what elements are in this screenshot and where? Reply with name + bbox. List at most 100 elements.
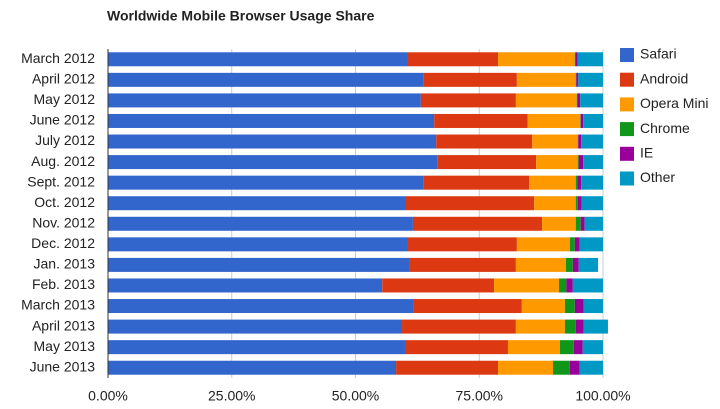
bar-segment (108, 196, 406, 211)
legend-swatch (620, 48, 634, 62)
x-tick-label: 0.00% (88, 388, 128, 404)
bar-segment (572, 257, 579, 272)
bar-segment (566, 278, 573, 293)
bar-segment (580, 113, 584, 128)
bar-segment (498, 360, 554, 375)
x-tick-label: 100.00% (575, 388, 630, 404)
bar-segment (569, 360, 580, 375)
y-tick-label: July 2012 (35, 132, 95, 148)
bar-segment (578, 72, 603, 87)
bar-segment (581, 134, 603, 149)
bar-segment (574, 299, 584, 314)
bar-segment (583, 299, 603, 314)
bar-segment (516, 72, 576, 87)
bar-segment (108, 52, 408, 67)
bar-segment (573, 340, 583, 355)
bar-segment (580, 216, 585, 231)
x-tick-label: 25.00% (208, 388, 255, 404)
bar-segment (437, 155, 537, 170)
bar-segment (536, 155, 578, 170)
x-tick-label: 50.00% (332, 388, 379, 404)
bar-segment (534, 196, 576, 211)
legend-label: Android (640, 70, 688, 86)
bar-segment (583, 319, 608, 334)
x-tick-label: 75.00% (456, 388, 503, 404)
bar-segment (575, 319, 584, 334)
bar-segment (407, 52, 499, 67)
bar-segment (436, 134, 533, 149)
legend-swatch (620, 146, 634, 161)
bar-segment (108, 93, 421, 108)
bar-segment (579, 360, 603, 375)
legend-swatch (620, 171, 634, 186)
bar-segment (575, 196, 578, 211)
legend-swatch (620, 122, 634, 137)
bar-segment (108, 134, 437, 149)
legend-swatch (620, 72, 634, 87)
bar-segment (575, 216, 581, 231)
bar-segment (108, 319, 403, 334)
legend-label: Safari (640, 46, 677, 62)
y-tick-label: May 2012 (34, 91, 96, 107)
bar-segment (577, 52, 603, 67)
bar-segment (581, 175, 603, 190)
bar-segment (507, 340, 560, 355)
bar-segment (529, 175, 576, 190)
bar-segment (577, 175, 582, 190)
y-tick-label: March 2013 (21, 297, 95, 313)
y-tick-label: May 2013 (34, 338, 96, 354)
bar-segment (516, 237, 570, 252)
bar-segment (575, 52, 578, 67)
y-tick-label: Jan. 2013 (34, 256, 96, 272)
bar-segment (527, 113, 581, 128)
bar-segment (413, 299, 522, 314)
y-tick-label: Dec. 2012 (31, 235, 95, 251)
bar-segment (407, 237, 517, 252)
y-tick-label: Nov. 2012 (32, 214, 95, 230)
bar-segment (579, 237, 603, 252)
bar-segment (494, 278, 559, 293)
bar-segment (564, 319, 576, 334)
bar-segment (576, 72, 579, 87)
bar-segment (553, 360, 570, 375)
bar-segment (498, 52, 575, 67)
bar-segment (558, 278, 567, 293)
bar-segment (574, 237, 580, 252)
bar-segment (569, 237, 575, 252)
legend-label: IE (640, 145, 653, 161)
bar-segment (420, 93, 516, 108)
bar-segment (515, 93, 577, 108)
bar-segment (583, 155, 603, 170)
legend-label: Chrome (640, 120, 690, 136)
y-tick-label: June 2013 (30, 358, 96, 374)
bar-segment (396, 360, 499, 375)
bar-segment (108, 113, 435, 128)
y-tick-label: April 2013 (32, 317, 95, 333)
bar-segment (108, 175, 424, 190)
bar-segment (108, 360, 397, 375)
bar-segment (515, 319, 565, 334)
bar-segment (577, 196, 582, 211)
bar-segment (572, 278, 603, 293)
bar-segment (578, 155, 584, 170)
bar-segment (515, 257, 566, 272)
y-tick-label: Sept. 2012 (27, 173, 95, 189)
y-tick-label: March 2012 (21, 50, 95, 66)
bar-segment (108, 237, 408, 252)
bar-segment (423, 72, 517, 87)
bar-segment (108, 257, 410, 272)
bar-segment (575, 175, 578, 190)
bar-segment (580, 93, 603, 108)
y-tick-label: April 2012 (32, 71, 95, 87)
bar-segment (584, 216, 603, 231)
bar-segment (423, 175, 530, 190)
bar-segment (581, 196, 603, 211)
bar-segment (402, 319, 516, 334)
bar-segment (542, 216, 576, 231)
bar-segment (405, 340, 508, 355)
bar-segment (108, 72, 424, 87)
bar-segment (434, 113, 528, 128)
chart-title: Worldwide Mobile Browser Usage Share (107, 8, 375, 24)
bar-segment (108, 299, 414, 314)
bar-segment (578, 134, 582, 149)
